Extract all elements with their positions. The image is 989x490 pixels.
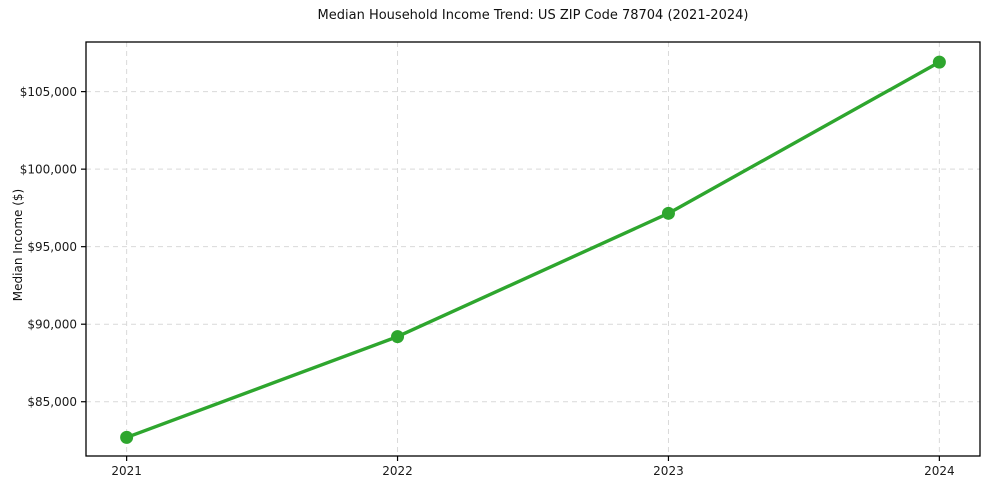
- x-tick-label: 2021: [111, 464, 142, 478]
- data-point: [661, 206, 675, 220]
- x-tick-label: 2024: [924, 464, 955, 478]
- data-point: [120, 430, 134, 444]
- y-tick-label: $85,000: [27, 395, 77, 409]
- y-axis-title: Median Income ($): [11, 188, 25, 302]
- x-tick-label: 2022: [382, 464, 413, 478]
- x-tick-label: 2023: [653, 464, 684, 478]
- data-point: [391, 330, 405, 344]
- y-tick-label: $95,000: [27, 240, 77, 254]
- y-tick-label: $100,000: [20, 163, 77, 177]
- y-tick-label: $90,000: [27, 318, 77, 332]
- data-point: [932, 55, 946, 69]
- plot-border: [85, 41, 981, 457]
- trend-line: [124, 60, 942, 440]
- chart-title: Median Household Income Trend: US ZIP Co…: [317, 8, 749, 23]
- y-tick-label: $105,000: [20, 85, 77, 99]
